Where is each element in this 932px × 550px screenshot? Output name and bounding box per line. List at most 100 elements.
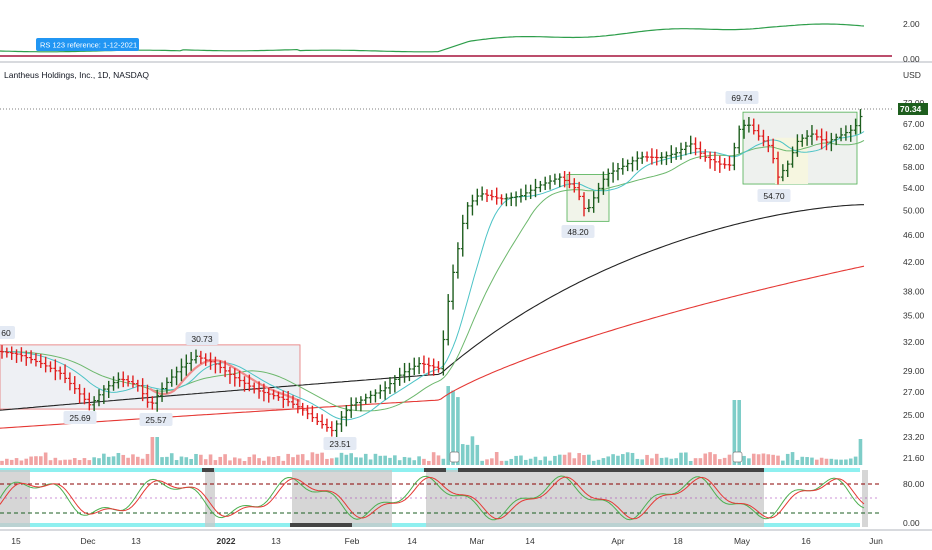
price-bar	[654, 149, 659, 166]
price-bar	[135, 379, 140, 392]
volume-bar	[630, 452, 635, 465]
volume-bar	[412, 460, 417, 465]
price-bar	[252, 382, 257, 394]
volume-bar	[533, 456, 538, 465]
price-annotation: 25.69	[63, 411, 97, 424]
volume-bar	[388, 457, 392, 465]
volume-bar	[829, 458, 834, 465]
stoch-shade	[862, 470, 868, 527]
price-bar	[324, 418, 329, 432]
volume-bar	[48, 460, 53, 465]
volume-bar	[378, 455, 383, 465]
volume-bar	[659, 457, 664, 465]
rs-tick-label: 2.00	[903, 19, 920, 29]
volume-bar	[431, 452, 436, 465]
price-bar	[179, 358, 184, 382]
time-axis: 15 Dec 13 2022 13 Feb 14 Mar 14 Apr 18 May 16 Jun	[0, 529, 932, 546]
volume-bar	[800, 456, 805, 465]
x-tick-label: 18	[673, 536, 683, 546]
price-bar	[582, 192, 586, 217]
volume-bar	[499, 460, 504, 465]
ma-mid-line	[0, 139, 865, 412]
stochastic-panel	[0, 467, 892, 530]
price-bar	[184, 354, 189, 376]
price-bar	[388, 377, 392, 394]
price-bar	[688, 135, 693, 155]
price-bar	[596, 182, 601, 203]
price-bar	[790, 146, 795, 168]
volume-bar	[480, 460, 484, 465]
volume-bar	[339, 452, 344, 465]
price-bar	[727, 156, 732, 171]
annotation-bg	[63, 411, 97, 424]
price-bar	[586, 199, 591, 213]
price-bar	[528, 184, 533, 199]
y-tick-label: 54.00	[903, 183, 925, 193]
price-bar	[533, 178, 538, 198]
price-bar	[494, 187, 499, 205]
volume-bar	[242, 460, 247, 465]
price-bar	[291, 395, 295, 409]
price-bar	[620, 158, 625, 175]
chart-title: Lantheus Holdings, Inc., 1D, NASDAQ	[4, 70, 149, 80]
price-bar	[14, 349, 19, 363]
volume-bar	[771, 454, 775, 465]
y-tick-label: 42.00	[903, 257, 925, 267]
volume-bar	[834, 459, 838, 465]
price-annotation: 69.74	[725, 91, 759, 104]
price-bar	[121, 371, 126, 388]
volume-bar	[121, 454, 126, 465]
volume-bar	[427, 460, 431, 465]
volume-bar	[136, 456, 140, 465]
volume-bar	[63, 459, 67, 465]
volume-bar	[606, 456, 611, 465]
price-bar	[72, 376, 77, 394]
volume-bar	[722, 457, 727, 465]
volume-bar	[310, 452, 315, 465]
volume-bar	[92, 457, 96, 465]
price-bar	[164, 377, 169, 394]
volume-bar	[858, 439, 863, 465]
volume-bar	[611, 454, 615, 465]
volume-bar	[344, 454, 349, 465]
price-bar	[310, 405, 315, 422]
volume-bar	[286, 453, 290, 465]
price-bar	[363, 393, 368, 405]
rs-badge-text: RS 123 reference: 1-12-2021	[40, 41, 137, 50]
volume-bar	[742, 455, 746, 465]
volume-bar	[785, 453, 790, 465]
x-tick-label: Dec	[80, 536, 96, 546]
volume-bar	[538, 460, 543, 465]
volume-bar	[819, 457, 824, 465]
volume-bar	[795, 459, 800, 465]
x-tick-label: 16	[801, 536, 811, 546]
volume-bar	[713, 454, 717, 465]
rs-line	[0, 23, 865, 53]
volume-bar	[572, 458, 577, 465]
price-bar	[819, 128, 824, 150]
price-bar	[261, 383, 266, 402]
volume-bar	[577, 453, 581, 465]
volume-bar	[747, 458, 751, 465]
price-bar	[848, 124, 853, 142]
stoch-tick-label: 0.00	[903, 518, 920, 528]
volume-bar	[407, 457, 412, 465]
y-tick-label: 27.00	[903, 387, 925, 397]
x-tick-label: Mar	[470, 536, 485, 546]
stoch-shade	[292, 470, 392, 527]
volume-bar	[213, 460, 218, 465]
price-bar	[358, 396, 363, 412]
stoch-shade	[456, 470, 764, 527]
volume-bar	[145, 453, 150, 465]
volume-bar	[87, 460, 92, 465]
price-bar	[242, 376, 247, 392]
price-bar	[509, 192, 514, 207]
price-bar	[111, 376, 116, 391]
volume-bar	[199, 454, 203, 465]
volume-bar	[34, 456, 38, 465]
y-tick-label: 21.60	[903, 453, 925, 463]
volume-bar	[548, 460, 552, 465]
price-bar	[373, 389, 378, 403]
price-bar	[858, 109, 863, 134]
